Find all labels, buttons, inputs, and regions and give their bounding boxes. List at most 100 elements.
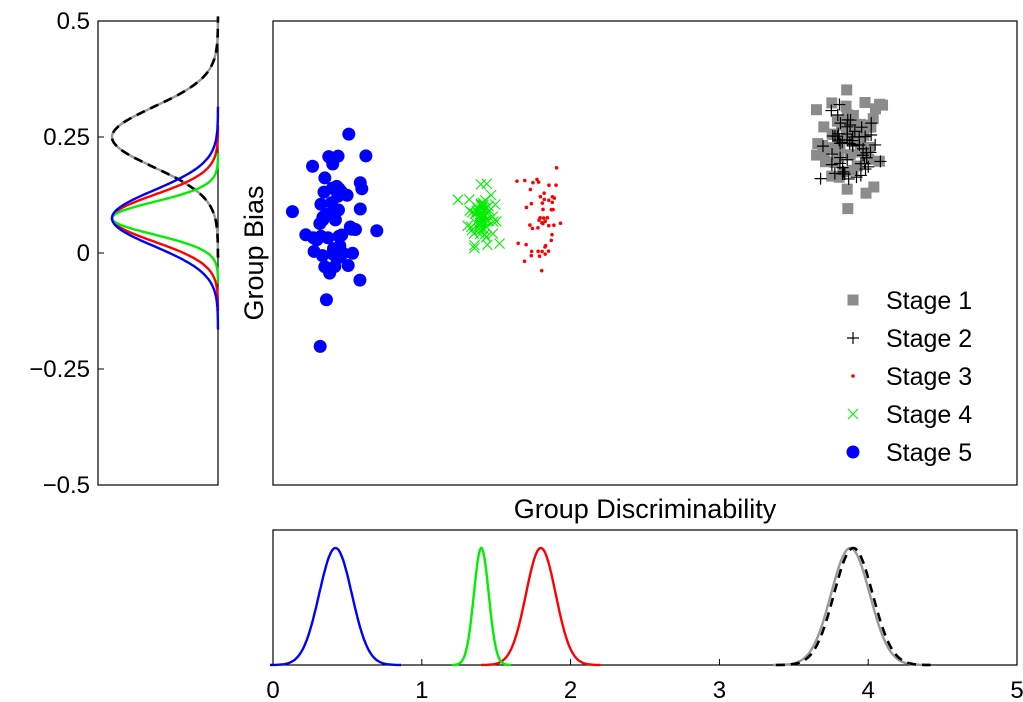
density-line-stage-1 [110, 16, 220, 258]
data-point [536, 249, 540, 254]
data-point [860, 187, 872, 199]
series-stage-3 [515, 166, 563, 273]
data-point [543, 243, 548, 248]
data-point [341, 259, 355, 273]
data-point [535, 177, 539, 182]
x-tick-label: 2 [564, 677, 577, 702]
data-point [481, 221, 493, 233]
legend: Stage 1 Stage 2 Stage 3 Stage 4 Stage 5 [846, 287, 972, 467]
main-scatter-panel: Stage 1 Stage 2 Stage 3 Stage 4 Stage 5 Grou… [239, 20, 1018, 524]
legend-marker [847, 332, 859, 344]
data-point [537, 254, 542, 258]
data-point [528, 223, 532, 227]
x-axis-title: Group Discriminability [514, 494, 777, 524]
data-point [841, 128, 854, 141]
x-tick-label: 5 [1010, 677, 1023, 702]
data-point [840, 127, 852, 139]
legend-item: Stage 5 [846, 439, 972, 467]
data-point [334, 185, 348, 199]
data-point [332, 229, 346, 243]
data-point [862, 160, 875, 173]
data-point [846, 138, 859, 151]
data-point [838, 168, 851, 181]
data-point [855, 121, 868, 134]
data-point [469, 239, 480, 251]
data-point [833, 98, 846, 111]
data-point [868, 181, 880, 193]
data-point [315, 249, 329, 263]
data-point [285, 205, 299, 219]
data-point [841, 113, 854, 126]
density-line-stage-5 [110, 106, 220, 330]
data-point [859, 163, 872, 176]
legend-marker [846, 445, 860, 459]
left-panel-frame [97, 20, 219, 486]
data-point [346, 246, 360, 260]
data-point [478, 223, 490, 235]
data-point [865, 129, 878, 142]
density-line-stage-4 [451, 546, 512, 667]
data-point [854, 118, 866, 130]
data-point [826, 170, 838, 182]
data-point [546, 249, 551, 253]
density-line-stage-3 [481, 546, 601, 667]
data-point [478, 209, 490, 220]
data-point [858, 129, 870, 141]
data-point [494, 238, 505, 249]
legend-marker [851, 374, 855, 378]
data-point [545, 216, 550, 220]
y-tick-label: 0 [77, 240, 90, 267]
data-point [306, 159, 320, 173]
data-point [342, 127, 356, 141]
data-point [542, 191, 546, 195]
data-point [543, 252, 547, 256]
data-point [818, 121, 830, 133]
data-point [475, 199, 487, 211]
legend-item: Stage 4 [847, 401, 972, 429]
legend-item: Stage 3 [851, 363, 972, 391]
data-point [370, 224, 384, 238]
data-point [539, 268, 544, 273]
data-point [536, 226, 540, 230]
data-point [353, 202, 367, 216]
data-point [524, 242, 528, 247]
data-point [865, 117, 878, 130]
data-point [515, 179, 519, 183]
data-point [860, 151, 873, 164]
left-marginal-panel: −0.5 −0.25 0 0.25 0.5 [29, 8, 220, 499]
data-point [487, 211, 499, 222]
legend-item: Stage 2 [847, 325, 972, 353]
data-point [848, 125, 861, 138]
series-stage-2 [814, 98, 887, 185]
data-point [840, 100, 852, 112]
legend-label: Stage 1 [886, 287, 972, 315]
data-point [554, 183, 558, 188]
data-point [826, 148, 839, 161]
data-point [487, 216, 499, 227]
y-tick-label: −0.25 [29, 356, 90, 383]
density-line-stage-2 [775, 546, 931, 667]
data-point [554, 166, 559, 170]
data-point [530, 226, 535, 231]
data-point [825, 158, 838, 171]
data-point [523, 178, 527, 183]
data-point [328, 259, 342, 273]
data-point [850, 171, 863, 184]
data-point [829, 157, 841, 169]
density-line-stage-1 [773, 546, 928, 667]
y-tick-label: −0.5 [43, 472, 90, 499]
data-point [473, 223, 485, 235]
data-point [834, 117, 847, 130]
data-point [863, 153, 875, 165]
legend-marker [847, 294, 859, 306]
data-point [540, 220, 544, 225]
data-point [355, 182, 369, 196]
data-point [529, 249, 534, 254]
legend-item: Stage 1 [847, 287, 972, 315]
y-tick-label: 0.5 [57, 8, 90, 35]
data-point [359, 149, 373, 163]
data-point [814, 172, 827, 185]
x-tick-label: 1 [415, 677, 428, 702]
legend-marker [847, 408, 859, 420]
data-point [516, 241, 520, 246]
